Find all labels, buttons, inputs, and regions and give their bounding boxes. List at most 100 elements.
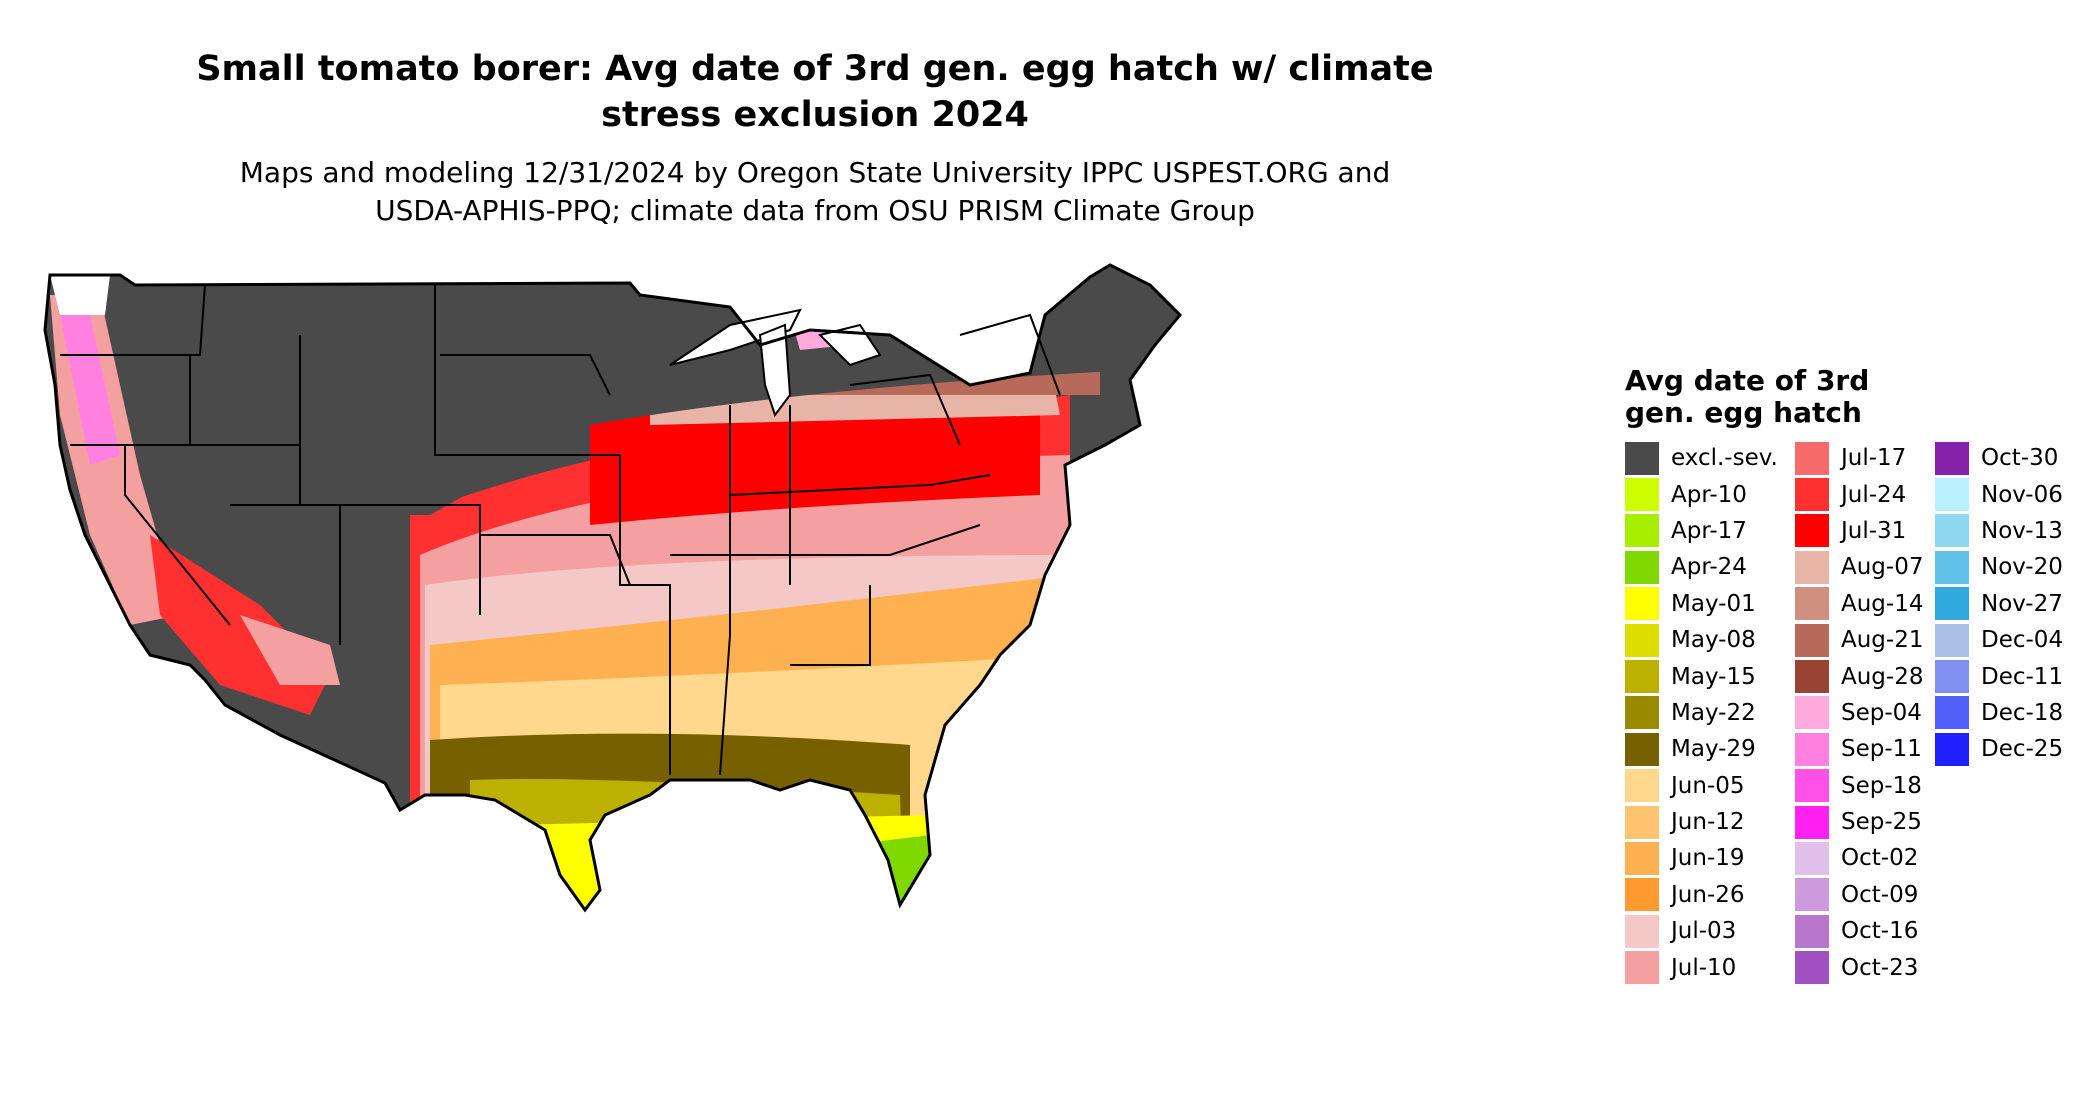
legend-item: Nov-13 xyxy=(1935,513,2100,549)
legend-swatch xyxy=(1625,805,1659,839)
border-plains-2 xyxy=(440,354,611,396)
legend: excl.-sev. Apr-10 Apr-17 Apr-24 May-01 May-08… xyxy=(1625,440,2085,985)
legend-item: Aug-21 xyxy=(1795,622,1975,658)
legend-label: Oct-23 xyxy=(1841,954,1919,981)
legend-swatch xyxy=(1625,841,1659,875)
band-jul-31 xyxy=(590,392,1040,525)
legend-item: Oct-23 xyxy=(1795,949,1975,985)
legend-swatch xyxy=(1625,878,1659,912)
legend-swatch xyxy=(1795,550,1829,584)
legend-swatch xyxy=(1625,441,1659,475)
legend-label: Nov-06 xyxy=(1981,481,2063,508)
border-nm-tx xyxy=(340,504,481,615)
border-ok-tx xyxy=(480,534,631,586)
band-may-01 xyxy=(510,815,930,910)
olympic-unmodeled xyxy=(50,275,110,315)
legend-label: Apr-17 xyxy=(1671,517,1747,544)
legend-item: May-29 xyxy=(1625,731,1805,767)
legend-item: Oct-09 xyxy=(1795,877,1975,913)
legend-swatch xyxy=(1625,478,1659,512)
legend-item: Jun-12 xyxy=(1625,804,1805,840)
legend-label: Jun-26 xyxy=(1671,881,1745,908)
map-subtitle-line-1: Maps and modeling 12/31/2024 by Oregon S… xyxy=(239,156,1391,189)
legend-swatch xyxy=(1795,914,1829,948)
legend-swatch xyxy=(1625,550,1659,584)
legend-swatch xyxy=(1935,623,1969,657)
map-subtitle-line-2: USDA-APHIS-PPQ; climate data from OSU PR… xyxy=(375,194,1255,227)
legend-item: Nov-20 xyxy=(1935,549,2100,585)
border-ga-fl xyxy=(790,585,871,666)
legend-item: Sep-11 xyxy=(1795,731,1975,767)
legend-item: Jul-10 xyxy=(1625,949,1805,985)
legend-column-1: excl.-sev. Apr-10 Apr-17 Apr-24 May-01 May-08… xyxy=(1625,440,1805,986)
legend-swatch xyxy=(1625,514,1659,548)
legend-swatch xyxy=(1935,587,1969,621)
legend-swatch xyxy=(1795,769,1829,803)
legend-item: Dec-11 xyxy=(1935,658,2100,694)
legend-swatch xyxy=(1795,514,1829,548)
legend-swatch xyxy=(1625,696,1659,730)
legend-swatch xyxy=(1935,696,1969,730)
legend-swatch xyxy=(1795,478,1829,512)
state-boundaries xyxy=(43,263,1183,913)
legend-item: Oct-16 xyxy=(1795,913,1975,949)
legend-item: Sep-04 xyxy=(1795,695,1975,731)
legend-item: Oct-30 xyxy=(1935,440,2100,476)
legend-item: Nov-06 xyxy=(1935,476,2100,512)
pacific-nw-sep xyxy=(60,315,120,465)
legend-swatch xyxy=(1795,878,1829,912)
legend-label: Sep-04 xyxy=(1841,699,1922,726)
map-subtitle: Maps and modeling 12/31/2024 by Oregon S… xyxy=(150,154,1480,230)
legend-swatch xyxy=(1795,732,1829,766)
legend-item: Aug-07 xyxy=(1795,549,1975,585)
legend-column-2: Jul-17 Jul-24 Jul-31 Aug-07 Aug-14 Aug-21 Aug-… xyxy=(1795,440,1975,986)
legend-swatch xyxy=(1625,587,1659,621)
legend-swatch xyxy=(1935,514,1969,548)
legend-label: Jul-31 xyxy=(1841,517,1907,544)
legend-swatch xyxy=(1935,660,1969,694)
legend-label: Jun-05 xyxy=(1671,772,1745,799)
legend-item: Sep-25 xyxy=(1795,804,1975,840)
legend-label: Sep-25 xyxy=(1841,809,1922,836)
internal-state-lines xyxy=(60,284,1061,776)
legend-label: Nov-27 xyxy=(1981,590,2063,617)
legend-label: Oct-30 xyxy=(1981,445,2059,472)
legend-swatch xyxy=(1625,769,1659,803)
legend-item: Jun-19 xyxy=(1625,840,1805,876)
legend-swatch xyxy=(1625,914,1659,948)
border-ny-ne xyxy=(959,313,1061,396)
band-jun-05 xyxy=(440,655,1070,910)
legend-item: Jul-31 xyxy=(1795,513,1975,549)
legend-swatch xyxy=(1795,951,1829,985)
legend-item: May-08 xyxy=(1625,622,1805,658)
map-title-line-2: stress exclusion 2024 xyxy=(601,95,1029,135)
legend-item: May-01 xyxy=(1625,586,1805,622)
legend-swatch xyxy=(1795,696,1829,730)
legend-item: Dec-25 xyxy=(1935,731,2100,767)
legend-label: May-08 xyxy=(1671,627,1756,654)
legend-label: May-22 xyxy=(1671,699,1756,726)
legend-swatch xyxy=(1795,841,1829,875)
legend-label: Jul-17 xyxy=(1841,445,1907,472)
legend-item: Dec-18 xyxy=(1935,695,2100,731)
legend-label: Dec-18 xyxy=(1981,699,2064,726)
lake-michigan xyxy=(758,323,792,418)
border-tn-nc xyxy=(670,524,981,556)
legend-label: excl.-sev. xyxy=(1671,445,1778,472)
border-plains-1 xyxy=(434,285,620,456)
legend-swatch xyxy=(1795,587,1829,621)
border-ky-tn xyxy=(729,474,991,496)
legend-label: Aug-14 xyxy=(1841,590,1924,617)
legend-swatch xyxy=(1935,550,1969,584)
legend-label: Jul-10 xyxy=(1671,954,1737,981)
legend-label: Jun-12 xyxy=(1671,809,1745,836)
map-fill-layer xyxy=(45,265,1180,910)
legend-label: Dec-25 xyxy=(1981,736,2064,763)
legend-item: Jul-03 xyxy=(1625,913,1805,949)
legend-item: excl.-sev. xyxy=(1625,440,1805,476)
legend-item: Apr-10 xyxy=(1625,476,1805,512)
legend-item: Nov-27 xyxy=(1935,586,2100,622)
legend-label: Nov-13 xyxy=(1981,517,2063,544)
legend-item: Jun-26 xyxy=(1625,877,1805,913)
legend-item: Oct-02 xyxy=(1795,840,1975,876)
